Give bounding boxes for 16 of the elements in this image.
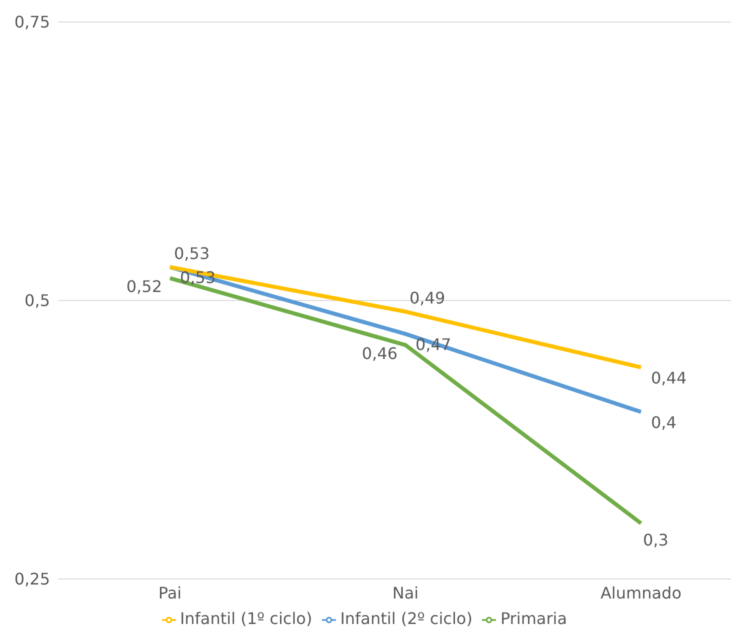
data-label: 0,44 [651, 368, 687, 388]
y-tick-label: 0,5 [24, 291, 50, 310]
legend-label: Primaria [500, 609, 568, 628]
x-tick-label: Alumnado [600, 583, 682, 602]
data-label: 0,49 [410, 288, 446, 308]
y-tick-label: 0,75 [14, 12, 50, 32]
x-tick-label: Nai [392, 583, 419, 602]
data-label: 0,52 [126, 277, 162, 296]
data-label: 0,46 [362, 344, 398, 364]
y-tick-label: 0,25 [14, 570, 50, 589]
legend-label: Infantil (1º ciclo) [180, 609, 312, 628]
data-label: 0,3 [643, 530, 668, 550]
x-tick-label: Pai [158, 583, 182, 602]
data-label: 0,53 [174, 244, 210, 264]
data-label: 0,4 [651, 412, 676, 432]
legend-label: Infantil (2º ciclo) [340, 609, 472, 628]
